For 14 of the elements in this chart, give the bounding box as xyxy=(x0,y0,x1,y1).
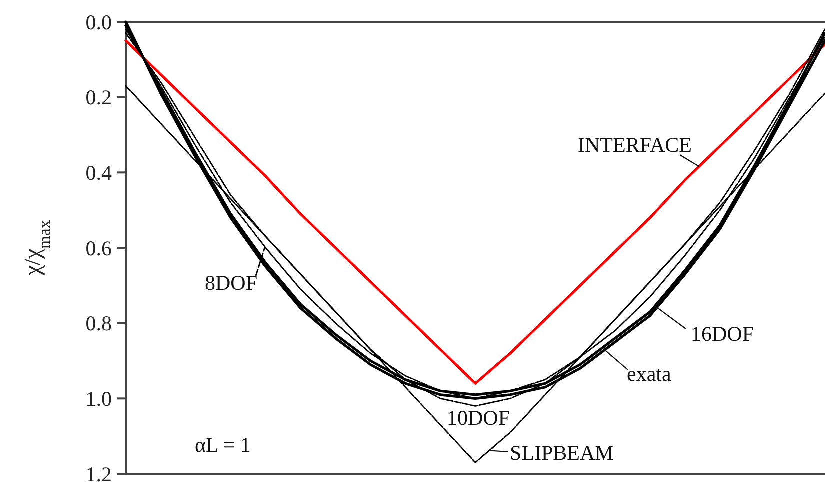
y-tick-label: 0.4 xyxy=(86,161,112,186)
y-tick-label: 0.0 xyxy=(86,10,112,34)
series-label: 16DOF xyxy=(691,322,754,346)
y-tick-label: 0.6 xyxy=(86,236,112,260)
y-tick-label: 1.0 xyxy=(86,387,112,412)
annotation: αL = 1 xyxy=(195,433,251,457)
y-tick-label: 0.8 xyxy=(86,312,112,336)
y-tick-label: 0.2 xyxy=(86,86,112,110)
y-tick-label: 1.2 xyxy=(86,462,112,482)
legend-label: 8DOF xyxy=(205,271,258,295)
series-label: 10DOF xyxy=(447,406,510,430)
series-label: INTERFACE xyxy=(578,133,692,157)
series-label: SLIPBEAM xyxy=(510,441,614,465)
series-label: exata xyxy=(627,362,672,386)
